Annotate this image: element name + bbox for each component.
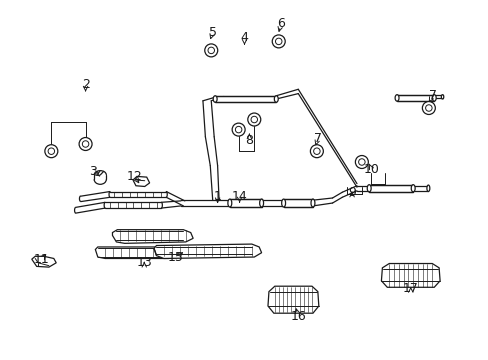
Text: 5: 5	[208, 26, 216, 39]
Text: 12: 12	[126, 170, 142, 183]
Circle shape	[422, 102, 434, 114]
Circle shape	[79, 138, 92, 150]
Ellipse shape	[431, 95, 435, 101]
Text: 7: 7	[428, 89, 436, 102]
Circle shape	[358, 159, 365, 165]
Text: 2: 2	[81, 78, 89, 91]
Text: 11: 11	[34, 253, 49, 266]
Text: 10: 10	[363, 163, 379, 176]
Polygon shape	[133, 176, 149, 186]
Text: 1: 1	[213, 190, 221, 203]
Text: 14: 14	[231, 190, 247, 203]
Polygon shape	[32, 256, 56, 267]
Circle shape	[247, 113, 260, 126]
Polygon shape	[381, 264, 439, 287]
Polygon shape	[267, 286, 318, 313]
Ellipse shape	[410, 185, 414, 192]
Text: 4: 4	[240, 31, 248, 44]
Circle shape	[275, 38, 282, 45]
Ellipse shape	[227, 199, 231, 207]
Circle shape	[310, 145, 323, 158]
Circle shape	[207, 47, 214, 54]
Ellipse shape	[426, 185, 429, 192]
Circle shape	[355, 156, 367, 168]
Text: 15: 15	[168, 251, 183, 264]
Polygon shape	[229, 199, 261, 207]
Circle shape	[82, 141, 89, 147]
Text: 8: 8	[245, 134, 253, 147]
Circle shape	[235, 126, 242, 133]
Polygon shape	[283, 199, 312, 207]
Circle shape	[250, 116, 257, 123]
Circle shape	[204, 44, 217, 57]
Polygon shape	[215, 96, 276, 102]
Ellipse shape	[274, 96, 278, 102]
Circle shape	[272, 35, 285, 48]
Text: 6: 6	[277, 17, 285, 31]
Text: 16: 16	[290, 309, 305, 323]
Circle shape	[425, 105, 431, 111]
Circle shape	[48, 148, 55, 154]
Text: 3: 3	[89, 165, 100, 177]
Ellipse shape	[366, 185, 370, 192]
Ellipse shape	[310, 199, 314, 207]
Ellipse shape	[259, 199, 263, 207]
Polygon shape	[112, 230, 193, 243]
Ellipse shape	[441, 95, 443, 99]
Text: 17: 17	[402, 282, 418, 294]
Ellipse shape	[281, 199, 285, 207]
Polygon shape	[95, 247, 176, 258]
Polygon shape	[368, 185, 412, 192]
Circle shape	[45, 145, 58, 158]
Text: 13: 13	[136, 256, 152, 269]
Ellipse shape	[394, 95, 398, 101]
Polygon shape	[154, 244, 261, 258]
Circle shape	[232, 123, 244, 136]
Circle shape	[313, 148, 320, 154]
Text: 7: 7	[313, 132, 321, 145]
Ellipse shape	[213, 96, 217, 102]
Polygon shape	[396, 95, 433, 101]
Text: 9: 9	[347, 186, 355, 199]
